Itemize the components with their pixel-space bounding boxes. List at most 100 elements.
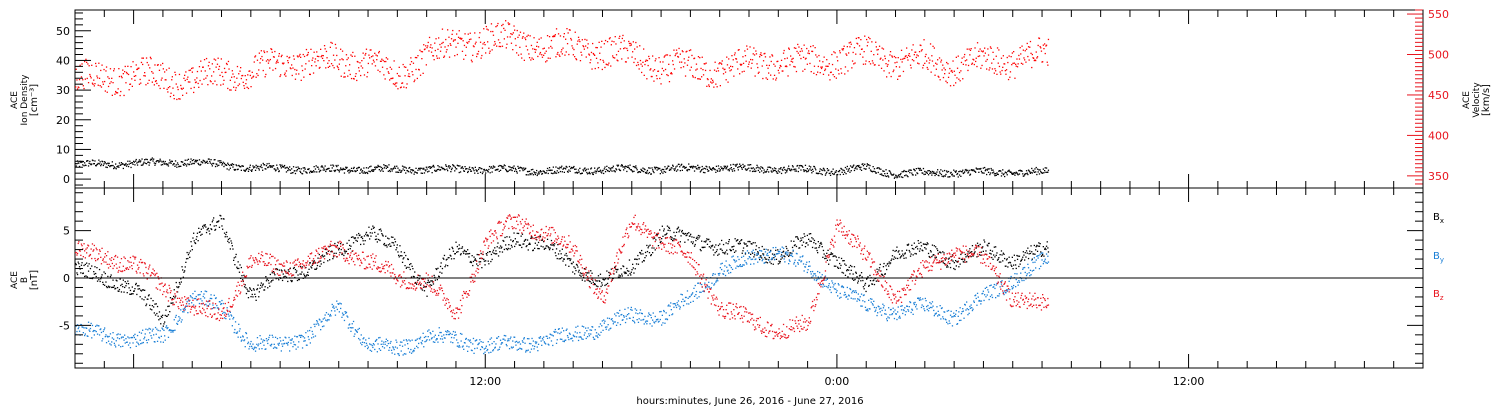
- b-point-0: [690, 241, 692, 243]
- b-point-0: [510, 239, 512, 241]
- velocity-point: [583, 48, 585, 50]
- velocity-point: [255, 76, 257, 78]
- b-point-1: [344, 311, 346, 313]
- b-point-0: [343, 254, 345, 257]
- b-point-0: [371, 232, 373, 234]
- density-point: [300, 168, 302, 170]
- velocity-point: [140, 82, 142, 84]
- density-point: [346, 166, 348, 169]
- velocity-point: [488, 52, 491, 54]
- velocity-point: [1015, 65, 1017, 67]
- velocity-point: [863, 51, 865, 53]
- density-point: [355, 170, 357, 172]
- density-point: [436, 170, 438, 172]
- velocity-point: [825, 65, 827, 67]
- density-point: [904, 175, 906, 177]
- velocity-point: [287, 62, 289, 64]
- b-point-1: [287, 341, 289, 344]
- velocity-point: [245, 79, 248, 81]
- velocity-point: [630, 44, 632, 46]
- velocity-point: [580, 51, 582, 53]
- b-point-0: [157, 315, 159, 317]
- density-point: [1039, 169, 1041, 171]
- velocity-point: [550, 45, 552, 48]
- b-point-1: [191, 297, 193, 299]
- b-point-1: [172, 331, 174, 333]
- density-point: [281, 164, 283, 166]
- b-point-0: [158, 311, 161, 313]
- velocity-point: [401, 82, 404, 84]
- density-point: [249, 166, 251, 168]
- velocity-point: [600, 46, 602, 48]
- density-point: [530, 169, 533, 171]
- b-point-0: [746, 245, 748, 247]
- b-point-0: [634, 268, 636, 270]
- velocity-point: [198, 86, 200, 88]
- velocity-point: [385, 57, 387, 59]
- b-point-0: [251, 289, 253, 292]
- velocity-point: [625, 61, 627, 63]
- b-point-0: [261, 286, 263, 288]
- b-point-0: [603, 279, 605, 281]
- velocity-point: [875, 46, 877, 48]
- density-point: [752, 167, 754, 169]
- velocity-point: [835, 77, 837, 79]
- b-point-0: [726, 253, 729, 255]
- b-point-0: [928, 255, 930, 258]
- b-point-0: [536, 239, 538, 241]
- velocity-point: [519, 31, 522, 33]
- b-point-0: [685, 234, 687, 237]
- b-point-0: [589, 281, 591, 283]
- b-point-0: [854, 278, 856, 281]
- density-point: [505, 169, 507, 171]
- density-point: [640, 168, 642, 171]
- density-point: [137, 161, 139, 163]
- density-point: [735, 164, 738, 166]
- velocity-point: [135, 64, 137, 66]
- density-point: [886, 172, 888, 175]
- density-point: [531, 172, 533, 175]
- density-point: [898, 176, 901, 178]
- density-point: [104, 162, 106, 164]
- b-point-0: [878, 269, 880, 271]
- b-point-1: [180, 321, 182, 323]
- velocity-point: [803, 44, 805, 46]
- velocity-point: [379, 60, 382, 62]
- density-point: [635, 167, 638, 169]
- velocity-point: [822, 61, 824, 63]
- b-point-0: [932, 254, 934, 256]
- density-point: [696, 168, 698, 170]
- b-point-0: [1045, 248, 1047, 251]
- b-point-0: [514, 245, 516, 248]
- density-point: [533, 171, 535, 173]
- velocity-point: [228, 68, 230, 70]
- density-point: [362, 172, 364, 174]
- density-point: [823, 168, 825, 170]
- velocity-point: [772, 78, 774, 80]
- b-point-0: [636, 258, 638, 261]
- velocity-point: [828, 63, 830, 65]
- b-point-1: [218, 309, 220, 311]
- velocity-point: [492, 34, 495, 36]
- b-point-0: [879, 263, 881, 266]
- b-point-1: [364, 345, 366, 348]
- b-point-0: [269, 285, 271, 287]
- b-point-1: [219, 301, 221, 303]
- density-point: [604, 166, 606, 168]
- density-point: [499, 164, 501, 167]
- velocity-point: [848, 42, 850, 44]
- velocity-point: [720, 62, 722, 64]
- density-point: [115, 163, 117, 165]
- b-point-0: [968, 252, 970, 254]
- b-point-0: [583, 268, 585, 270]
- b-point-0: [205, 231, 208, 234]
- velocity-point: [846, 54, 848, 56]
- b-point-0: [821, 246, 823, 248]
- velocity-point: [824, 68, 827, 70]
- b-point-1: [294, 335, 296, 337]
- velocity-point: [1022, 63, 1024, 65]
- b-point-1: [334, 314, 337, 316]
- b-point-0: [579, 272, 582, 274]
- density-point: [613, 170, 615, 172]
- density-point: [974, 170, 976, 173]
